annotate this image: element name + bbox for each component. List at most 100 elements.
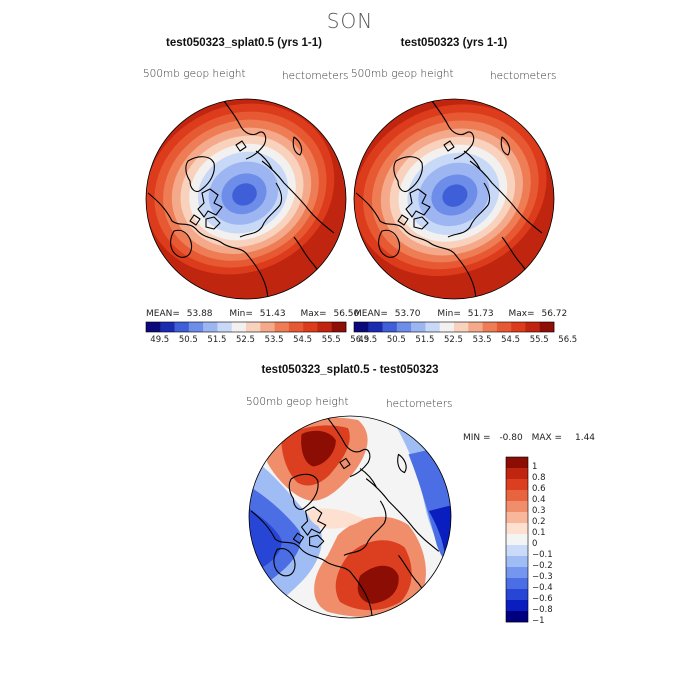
right-units-label: hectometers: [490, 70, 557, 82]
colorbar-swatch: [539, 322, 555, 332]
colorbar-tick-label: 49.5: [150, 335, 170, 345]
colorbar-tick-label: 55.5: [529, 335, 549, 345]
colorbar-tick-label: 49.5: [358, 335, 378, 345]
map-boundary: [353, 98, 555, 300]
alaska-coastline: [343, 500, 387, 556]
colorbar-tick-label: −0.1: [532, 550, 553, 560]
colorbar-tick-label: 52.5: [444, 335, 463, 345]
colorbar-tick-label: 50.5: [386, 335, 406, 345]
map-boundary: [145, 98, 347, 300]
contour-band: [442, 184, 468, 207]
right-min-label: Min=: [437, 309, 461, 319]
europe-coastline: [327, 417, 371, 478]
colorbar-tick-label: 53.5: [264, 335, 284, 345]
right-max-label: Max=: [508, 309, 535, 319]
right-max-value: 56.72: [541, 309, 568, 319]
colorbar-tick-label: 50.5: [178, 335, 198, 345]
left-colorbar-ticks: 49.5 50.5 51.5 52.5 53.5 54.5 55.5 56.5: [146, 335, 369, 347]
colorbar-tick-label: −0.8: [532, 605, 553, 615]
diff-min-value: -0.80: [499, 433, 523, 443]
colorbar-swatch: [506, 556, 528, 568]
islands-coastline: [292, 532, 325, 548]
colorbar-frame: [353, 321, 555, 333]
left-max-value: 56.50: [333, 309, 360, 319]
contour-band: [357, 565, 399, 604]
colorbar-swatch: [506, 512, 528, 524]
right-field-label: 500mb geop height: [351, 68, 454, 80]
right-mean-label: MEAN=: [354, 309, 388, 319]
europe-coastline: [223, 100, 267, 160]
colorbar-tick-label: 53.5: [472, 335, 492, 345]
colorbar-swatch: [288, 322, 304, 332]
left-mean-label: MEAN=: [146, 309, 180, 319]
diff-min-label: MIN =: [463, 433, 491, 443]
left-max-label: Max=: [300, 309, 327, 319]
right-stats: MEAN= 53.70 Min= 51.73 Max= 56.72: [354, 309, 567, 319]
figure-title: SON: [326, 9, 374, 33]
diff-stats: MIN = -0.80 MAX = 1.44: [463, 433, 595, 443]
colorbar-tick-label: 51.5: [207, 335, 227, 345]
left-stats: MEAN= 53.88 Min= 51.43 Max= 56.50: [146, 309, 359, 319]
left-min-label: Min=: [229, 309, 253, 319]
north-america-coastline: [355, 192, 477, 299]
europe-coastline: [431, 100, 475, 160]
siberia-coastline: [469, 160, 543, 234]
colorbar-swatch: [354, 322, 369, 332]
left-polar-map: [145, 98, 347, 300]
colorbar-swatch: [411, 322, 426, 332]
colorbar-swatch: [260, 322, 275, 332]
colorbar-swatch: [425, 322, 441, 332]
colorbar-swatch: [506, 611, 528, 623]
colorbar-swatch: [174, 322, 190, 332]
colorbar-tick-label: 54.5: [293, 335, 313, 345]
right-polar-map: [353, 98, 555, 300]
right-panel-title: test050323 (yrs 1-1): [400, 37, 508, 49]
hudson-bay-coastline: [378, 229, 401, 258]
colorbar-swatch: [231, 322, 247, 332]
colorbar-tick-label: 0.2: [532, 517, 546, 527]
colorbar-swatch: [506, 534, 528, 546]
diff-max-label: MAX =: [531, 433, 563, 443]
diff-max-value: 1.44: [574, 433, 596, 443]
colorbar-tick-label: 0.8: [532, 473, 546, 483]
colorbar-tick-label: −0.2: [532, 561, 553, 571]
colorbar-tick-label: 51.5: [415, 335, 435, 345]
arctic-archipelago-coastline: [197, 188, 223, 218]
colorbar-tick-label: 0.4: [532, 495, 546, 505]
colorbar-swatch: [368, 322, 383, 332]
colorbar-swatch: [468, 322, 483, 332]
greenland-coastline: [393, 156, 423, 192]
colorbar-tick-label: 0.1: [532, 528, 546, 538]
colorbar-swatch: [525, 322, 541, 332]
colorbar-swatch: [506, 457, 528, 469]
diff-colorbar: [505, 456, 529, 623]
alaska-coastline: [239, 182, 283, 238]
colorbar-tick-label: 55.5: [321, 335, 341, 345]
colorbar-tick-label: 54.5: [501, 335, 521, 345]
colorbar-swatch: [506, 567, 528, 579]
islands-coastline: [397, 214, 429, 230]
colorbar-swatch: [382, 322, 398, 332]
colorbar-swatch: [396, 322, 412, 332]
left-mean-value: 53.88: [186, 309, 213, 319]
siberia-coastline: [261, 160, 335, 234]
colorbar-swatch: [506, 490, 528, 502]
colorbar-swatch: [303, 322, 318, 332]
colorbar-swatch: [203, 322, 218, 332]
contour-band: [301, 430, 336, 467]
colorbar-tick-label: 0: [532, 539, 538, 549]
colorbar-swatch: [506, 578, 528, 590]
colorbar-swatch: [274, 322, 290, 332]
colorbar-swatch: [506, 479, 528, 491]
right-min-value: 51.73: [467, 309, 494, 319]
colorbar-swatch: [331, 322, 347, 332]
diff-panel-title: test050323_splat0.5 - test050323: [261, 364, 439, 376]
colorbar-swatch: [439, 322, 455, 332]
alaska-coastline: [447, 182, 491, 238]
colorbar-swatch: [496, 322, 512, 332]
islands-coastline: [189, 214, 221, 230]
colorbar-tick-label: 0.3: [532, 506, 546, 516]
colorbar-swatch: [217, 322, 233, 332]
left-units-label: hectometers: [282, 70, 349, 82]
north-america-coastline: [147, 192, 269, 299]
